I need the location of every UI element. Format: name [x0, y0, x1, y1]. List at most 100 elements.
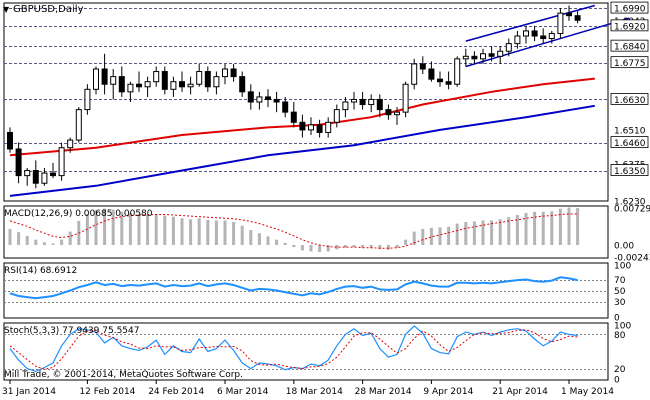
price-axis-box: [610, 136, 649, 149]
macd-histogram-bar: [189, 219, 193, 245]
macd-histogram-bar: [395, 245, 399, 248]
macd-axis-label: -0.00243: [614, 254, 650, 264]
channel-lower-line: [465, 17, 630, 68]
macd-histogram-bar: [120, 211, 124, 245]
candle-body: [497, 50, 504, 57]
macd-histogram-bar: [541, 211, 545, 245]
candle-body: [239, 76, 246, 93]
macd-histogram-bar: [68, 231, 72, 245]
candle-body: [574, 15, 581, 21]
macd-histogram-bar: [507, 217, 511, 245]
macd-histogram-bar: [361, 245, 365, 248]
candle-body: [230, 68, 237, 78]
candle-body: [15, 148, 22, 177]
price-axis-box: [610, 39, 649, 52]
price-axis-box: [610, 56, 649, 69]
stoch-title: Stoch(5,3,3) 77.9439 75.5547: [4, 326, 139, 336]
candle-body: [548, 32, 555, 40]
macd-histogram-bar: [94, 210, 98, 245]
time-axis-label: 28 Mar 2014: [355, 387, 412, 397]
price-panel-frame: [3, 2, 609, 202]
price-axis-label: 1.6630: [614, 96, 646, 106]
menu-triangle-icon[interactable]: ▼: [3, 5, 10, 14]
price-axis-box: [610, 164, 649, 176]
macd-title: MACD(12,26,9) 0.00685 0.00580: [4, 209, 153, 219]
price-axis-label: 1.6350: [614, 167, 646, 177]
macd-histogram-bar: [472, 221, 476, 245]
macd-histogram-bar: [318, 245, 322, 252]
candle-body: [557, 12, 564, 34]
macd-histogram-bar: [51, 243, 55, 245]
candle-body: [32, 170, 39, 184]
candle-body: [514, 35, 521, 45]
candle-body: [50, 172, 56, 177]
candle-body: [273, 98, 280, 103]
candle-body: [41, 172, 48, 184]
candle-body: [265, 96, 271, 100]
macd-histogram-bar: [257, 233, 261, 245]
rsi-panel-frame: [3, 262, 609, 319]
time-axis-label: 6 Mar 2014: [217, 387, 269, 397]
candle-body: [101, 68, 108, 85]
candle-body: [247, 91, 254, 103]
macd-histogram-bar: [412, 231, 416, 245]
macd-histogram-bar: [326, 245, 330, 252]
macd-histogram-bar: [25, 235, 29, 245]
macd-histogram-bar: [8, 228, 12, 245]
candle-body: [342, 101, 349, 111]
macd-histogram-bar: [103, 208, 107, 245]
candle-body: [333, 109, 340, 123]
macd-histogram-bar: [378, 245, 382, 250]
copyright-text: Mill Trade, © 2001-2014, MetaQuotes Soft…: [4, 370, 243, 380]
macd-histogram-bar: [206, 219, 210, 245]
candle-body: [118, 76, 125, 93]
macd-histogram-bar: [455, 223, 459, 245]
macd-histogram-bar: [180, 218, 184, 245]
macd-histogram-bar: [429, 227, 433, 245]
candle-body: [24, 170, 31, 177]
macd-histogram-bar: [490, 220, 494, 245]
macd-histogram-bar: [34, 239, 38, 245]
candle-body: [67, 139, 74, 149]
stoch-axis-label: 80: [614, 331, 626, 341]
candle-body: [471, 55, 478, 60]
candle-body: [75, 109, 82, 141]
macd-histogram-bar: [386, 245, 390, 250]
candle-body: [213, 76, 220, 88]
candle-body: [153, 71, 160, 83]
candle-body: [385, 109, 392, 116]
macd-panel: 0.00729 0.00 -0.00243: [3, 205, 650, 264]
candle-body: [454, 58, 461, 85]
channel-upper-line: [465, 4, 595, 42]
macd-histogram-bar: [154, 213, 158, 245]
price-axis-label: 1.6230: [614, 198, 646, 208]
price-axis-box: [610, 1, 649, 14]
macd-histogram-bar: [421, 228, 425, 245]
candle-body: [196, 71, 203, 85]
candle-body: [419, 63, 426, 70]
candle-body: [110, 76, 117, 85]
candle-body: [290, 111, 297, 123]
candle-body: [7, 131, 13, 150]
macd-axis-label: 0.00: [614, 242, 634, 252]
macd-histogram-bar: [343, 245, 347, 248]
candle-body: [368, 98, 375, 106]
macd-histogram-bar: [163, 215, 167, 245]
macd-histogram-bar: [404, 239, 408, 245]
macd-histogram-bar: [300, 245, 304, 251]
macd-histogram-bar: [17, 232, 21, 245]
macd-histogram-bar: [146, 214, 150, 245]
candle-body: [480, 53, 486, 60]
candle-body: [488, 53, 495, 57]
candle-body: [428, 68, 435, 80]
macd-histogram-bar: [524, 212, 528, 245]
rsi-axis-label: 100: [614, 262, 631, 272]
candle-body: [299, 121, 306, 131]
stoch-axis-label: 100: [614, 322, 631, 332]
candle-body: [58, 147, 65, 177]
macd-histogram-bar: [335, 245, 339, 250]
candle-body: [222, 68, 228, 78]
macd-histogram-bar: [275, 239, 279, 245]
